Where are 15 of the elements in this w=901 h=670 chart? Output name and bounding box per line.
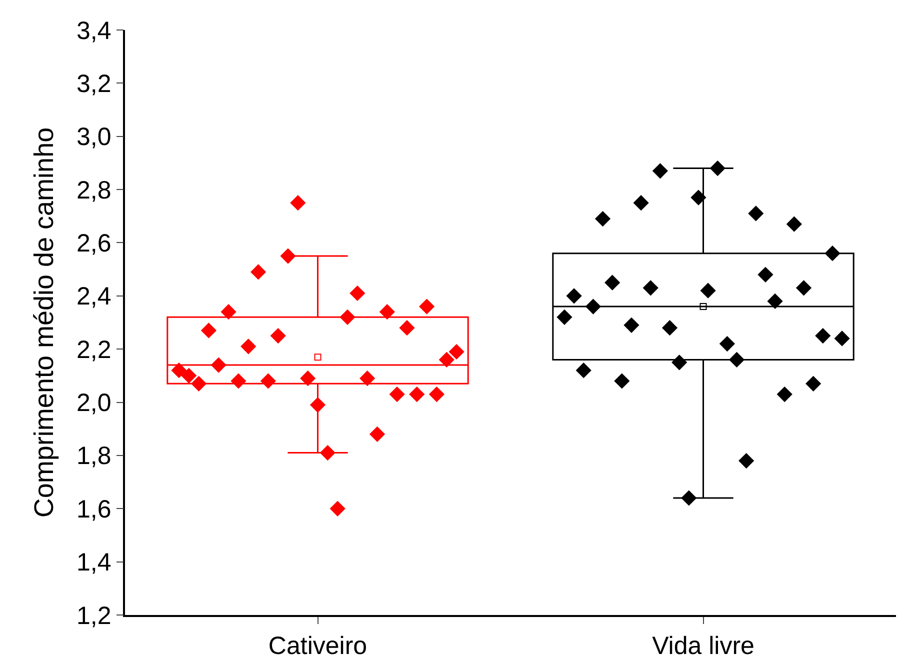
x-tick-label: Vida livre [652,632,754,660]
y-tick-label: 1,6 [76,495,112,524]
y-tick-label: 2,2 [76,336,112,364]
y-tick-label: 3,2 [76,70,112,98]
y-tick-label: 2,0 [76,389,112,418]
x-tick-label: Cativeiro [268,632,368,660]
y-tick-label: 3,4 [76,16,112,45]
y-tick-label: 2,6 [76,229,112,258]
y-tick-label: 2,8 [76,176,112,204]
y-tick-label: 3,0 [76,123,112,152]
y-tick-label: 1,8 [76,442,112,470]
y-tick-label: 2,4 [76,282,112,311]
y-tick-label: 1,4 [76,548,112,577]
y-tick-label: 1,2 [76,602,112,630]
y-axis-title: Comprimento médio de caminho [29,127,60,518]
